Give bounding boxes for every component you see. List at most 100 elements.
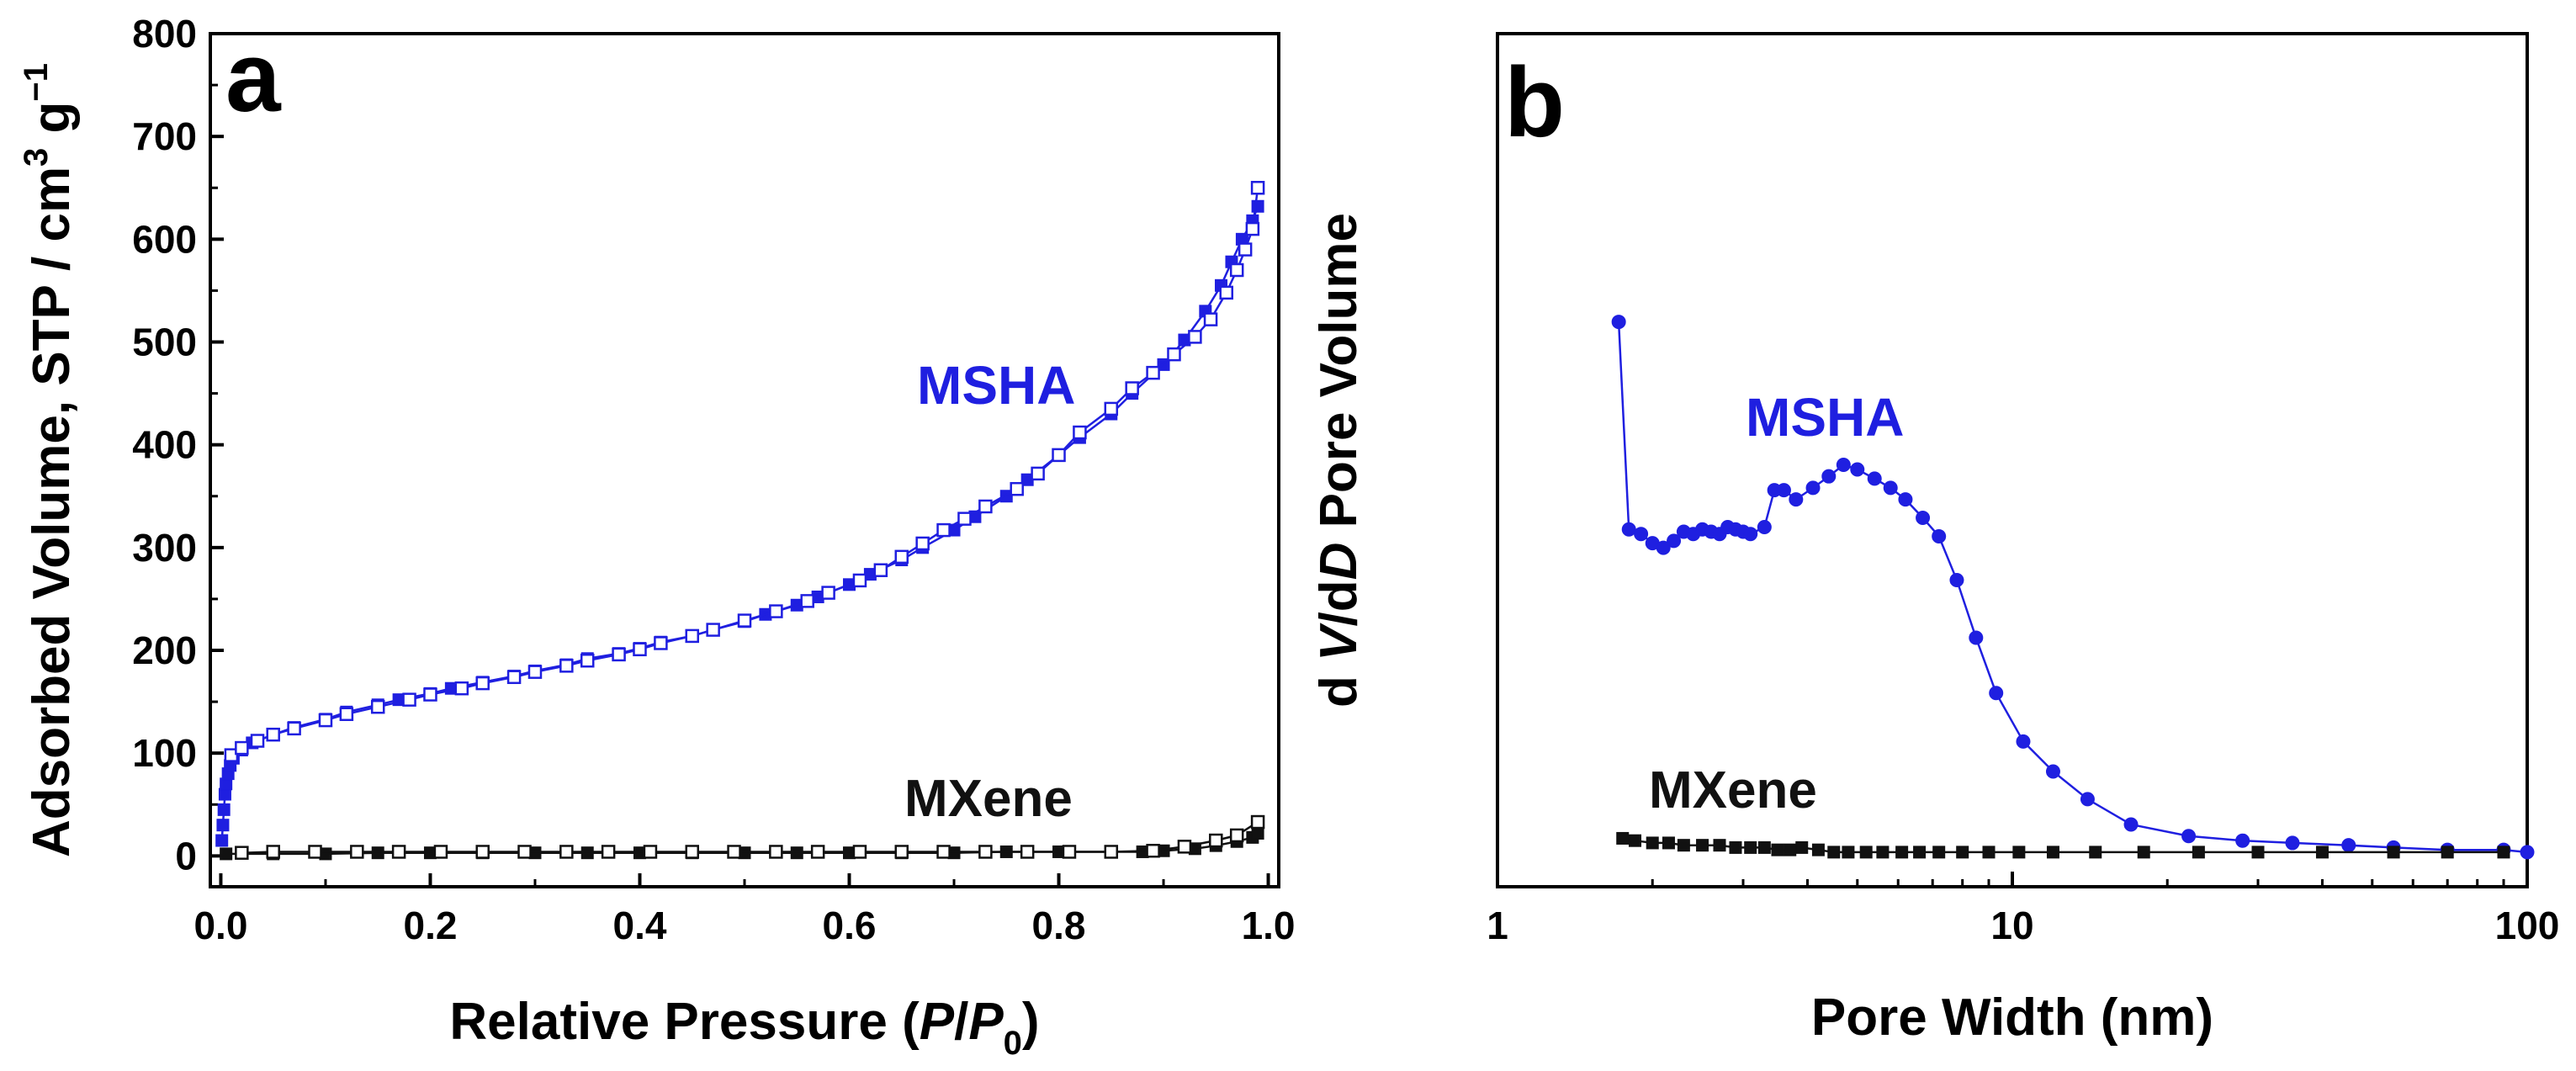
panel-a-data-point [475,676,490,691]
panel-b-data-point [1827,846,1841,859]
panel-a-series-line-1 [220,205,1259,841]
panel-b-x-tick-label: 100 [2495,904,2560,947]
panel-b-data-point [1867,471,1882,486]
panel-a-data-point [633,642,647,657]
panel-a-y-tick-label: 100 [132,731,197,775]
panel-a-xlabel-close: ) [1022,993,1040,1051]
panel-a-x-tick-label: 0.8 [1032,904,1086,947]
panel-a-data-point [873,563,888,577]
panel-a-data-point [601,845,616,859]
panel-b-data-point [1932,528,1947,543]
panel-b-ylabel-d2: D [1310,543,1368,581]
panel-b-data-point [2441,846,2454,859]
panel-b-data-point [1771,843,1784,856]
panel-a-data-point [936,845,951,859]
panel-a-data-point [1238,242,1253,257]
panel-a-data-point [685,628,699,644]
panel-a-data-point [580,653,595,668]
panel-a-xlabel-p: P [920,993,955,1051]
panel-a-data-point [475,845,490,859]
panel-b-ylabel-v: V [1310,623,1368,661]
panel-b-data-point [1876,846,1890,859]
panel-a-data-point [391,845,406,859]
panel-b-data-point [1836,457,1851,472]
panel-a-mxene-annotation: MXene [904,770,1073,828]
panel-b-data-point [2387,846,2400,859]
panel-a-y-tick-label: 800 [132,12,197,56]
panel-b-data-point [1949,573,1964,588]
panel-a-data-point [266,845,280,859]
panel-b-data-point [1989,686,2004,701]
panel-a-data-point [217,803,231,816]
panel-a-y-tick-label: 500 [132,321,197,364]
panel-a-data-point [402,692,416,707]
panel-b-data-point [2046,846,2059,859]
panel-a-data-point [978,499,993,514]
panel-a-data-point [308,845,322,859]
panel-a-data-point [433,845,448,859]
panel-a-data-point [215,834,229,847]
panel-b-data-point [1789,492,1804,507]
panel-a-data-point [852,845,867,859]
panel-a-data-point [978,845,993,859]
panel-a-ylabel: Adsorbed Volume, STP / cm3 g−1 [18,63,81,857]
panel-a-data-point [318,713,333,728]
panel-b-data-point [2285,835,2300,851]
panel-a-data-point [800,594,814,608]
panel-a-data-point [1250,814,1265,830]
panel-b-data-point [1850,462,1865,477]
panel-b-data-point [1805,480,1821,496]
panel-b-data-point [1729,840,1742,854]
panel-a-data-point [654,636,668,650]
panel-a-data-point [821,586,835,600]
panel-a-xlabel-main: Relative Pressure ( [449,993,920,1051]
panel-b-data-point [1713,839,1726,852]
panel-a-data-point [287,721,301,736]
panel-a-y-tick-label: 200 [132,628,197,672]
panel-a-x-tick-label: 0.6 [823,904,877,947]
panel-a-series-line-2 [231,188,1259,756]
panel-b-data-point [1743,527,1758,542]
panel-a-ticks: 0.0 0.2 0.4 0.6 0.8 1.0 0 100 200 300 400 500 600 700… [132,12,1295,947]
panel-a-xlabel-p0: P [968,993,1004,1051]
panel-b-data-point [1616,831,1630,845]
panel-b-ylabel: d V/dD Pore Volume [1310,213,1368,708]
panel-a-data-point [370,699,385,714]
panel-b-data-point [1611,315,1626,330]
panel-a-data-point [1219,285,1233,300]
panel-b-data-point [2192,846,2205,859]
panel-a-data-point [769,604,783,618]
panel-a-plot-frame [209,32,1280,888]
panel-a-y-tick-label: 700 [132,114,197,158]
panel-a-data-point [1052,448,1066,463]
panel-a-y-tick-label: 600 [132,217,197,261]
panel-b-data-point [1662,836,1675,850]
panel-b-data-point [1932,846,1946,859]
panel-b-data-point [2080,792,2095,807]
panel-b-data-point [1916,511,1931,526]
panel-a-series [215,181,1265,861]
panel-b-data-point [1913,846,1927,859]
panel-b-data-point [1656,540,1671,555]
panel-a-data-point [250,734,265,748]
panel-a-data-point [1104,845,1119,859]
panel-a-ylabel-g: g [23,102,81,148]
panel-b-ticks: 1 10 100 [1487,872,2559,947]
panel-b-xlabel: Pore Width (nm) [1811,989,2213,1047]
panel-a-data-point [1229,828,1244,843]
panel-b-data-point [1784,843,1797,856]
panel-a-data-point [1250,181,1265,195]
panel-a-label: a [225,22,282,133]
panel-a-data-point [1146,365,1160,380]
panel-a-data-point [643,845,658,859]
panel-b-data-point [1898,492,1913,507]
panel-a-data-point [1251,826,1264,840]
panel-a-data-point [224,748,239,762]
panel-a-data-point [1073,425,1087,440]
panel-b-data-point [1667,533,1682,549]
panel-a-data-point [706,623,720,637]
panel-b-data-point [1982,846,1996,859]
panel-b-data-point [1634,527,1649,542]
panel-b-data-point [1696,839,1709,852]
